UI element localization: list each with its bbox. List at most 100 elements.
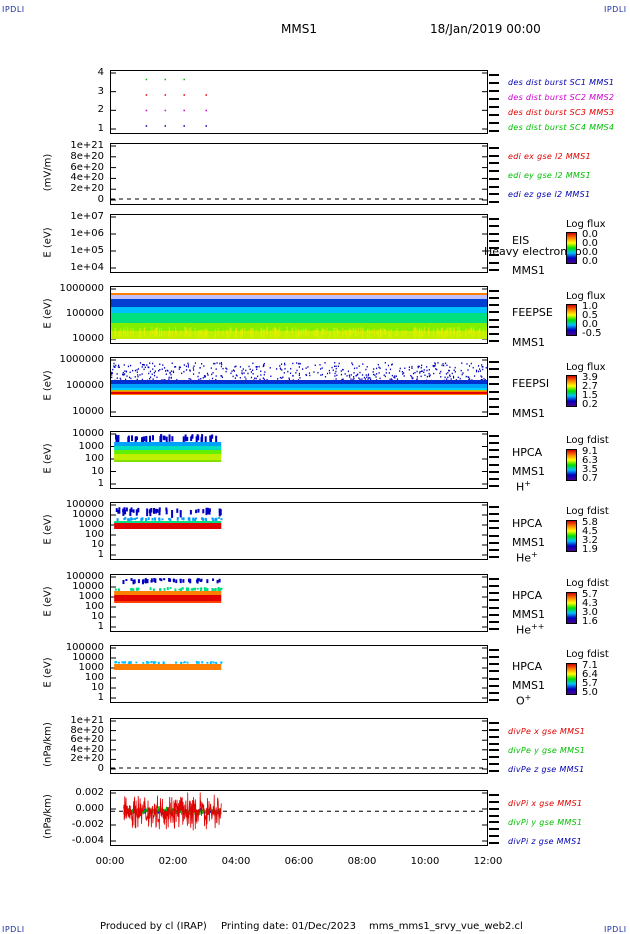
plot-area-burst: [111, 72, 487, 130]
spectrogram-speck: [349, 376, 351, 378]
plot-panel-feepse: [110, 286, 488, 344]
spectrogram-speck: [440, 376, 442, 378]
spectrogram-speck: [299, 362, 301, 365]
spectrogram-speck: [141, 378, 143, 381]
right-axis-tick: [489, 663, 499, 666]
y-axis-label: (nPa/km): [42, 722, 54, 767]
spectrogram-speck: [479, 370, 482, 372]
spectrogram-speck: [356, 367, 358, 369]
spectrogram-speck: [467, 369, 469, 371]
spectrogram-speck: [484, 378, 486, 381]
spectrogram-speck: [128, 376, 131, 379]
right-axis-tick: [489, 770, 499, 772]
spectrogram-speck: [136, 369, 138, 371]
right-axis-tick: [489, 534, 499, 537]
right-axis-tick: [489, 254, 499, 257]
spectrogram-speck: [143, 368, 145, 371]
spectrogram-speck: [416, 376, 418, 378]
right-axis-tick: [489, 794, 499, 796]
spectrogram-band: [111, 390, 487, 391]
spectrogram-speck: [168, 376, 170, 379]
colorbar: [566, 663, 577, 695]
colorbar-title: Log fdist: [566, 578, 609, 589]
x-tick-label: 00:00: [95, 856, 125, 867]
spectrogram-speck: [214, 362, 216, 365]
spectrogram-speck: [449, 375, 451, 378]
colorbar-value: 5.0: [582, 687, 598, 698]
spectrogram-speck: [188, 377, 190, 380]
right-axis-tick: [489, 383, 499, 386]
spectrogram-speck: [243, 372, 245, 374]
spectrogram-speck: [393, 376, 395, 378]
y-tick-label: 1e+05: [70, 245, 104, 256]
spectrogram-speck: [446, 364, 448, 367]
spectrogram-speck: [288, 378, 291, 381]
right-axis-tick: [489, 541, 499, 544]
right-axis-tick: [489, 368, 499, 371]
right-axis-tick: [489, 749, 499, 752]
spectrogram-speck: [137, 374, 139, 376]
y-tick-label: 1e+21: [70, 715, 104, 726]
spectrogram-speck: [233, 370, 236, 372]
spectrogram-patch: [122, 508, 125, 513]
spectrogram-speck: [447, 376, 449, 379]
spectrogram-speck: [122, 371, 124, 374]
plot-panel-hpca_he1: [110, 502, 488, 560]
spectrogram-speck: [174, 366, 176, 368]
spectrogram-patch: [154, 517, 157, 521]
spectrogram-speck: [334, 375, 336, 377]
right-axis-tick: [489, 463, 499, 466]
spectrogram-speck: [421, 364, 423, 367]
y-tick-label: 100: [84, 529, 104, 540]
spectrogram-patch: [183, 661, 186, 664]
plot-area-hpca_h: [111, 433, 487, 485]
legend-entry: divPe y gse MMS1: [508, 746, 586, 755]
spectrogram-patch: [117, 509, 120, 514]
spectrogram-patch: [152, 588, 155, 593]
right-axis-tick: [489, 154, 499, 157]
spectrogram-speck: [200, 378, 202, 380]
spectrogram-patch: [169, 518, 172, 523]
spectrogram-speck: [452, 377, 455, 379]
spectrogram-speck: [230, 372, 232, 375]
burst-point: [164, 78, 167, 81]
spectrogram-patch: [122, 509, 125, 516]
y-tick-label: 1000000: [59, 354, 104, 365]
spectrogram-speck: [368, 377, 370, 379]
spectrogram-patch: [154, 578, 157, 583]
spectrogram-speck: [461, 362, 463, 364]
spectrogram-speck: [358, 377, 360, 379]
footer-printing-date: Printing date: 01/Dec/2023: [221, 921, 357, 932]
plot-area-hpca_o: [111, 647, 487, 699]
y-tick-label: 1e+07: [70, 211, 104, 222]
spectrogram-speck: [420, 366, 422, 369]
spectrogram-speck: [263, 378, 265, 381]
legend-entry: des dist burst SC1 MMS1: [508, 78, 615, 87]
right-axis-tick: [489, 375, 499, 378]
right-axis-tick: [489, 405, 499, 408]
spectrogram-patch: [117, 435, 120, 443]
y-tick-label: 8e+20: [70, 724, 104, 736]
spectrogram-speck: [352, 363, 354, 366]
spectrogram-patch: [158, 517, 161, 521]
y-tick-label: 10000: [72, 652, 104, 663]
y-tick-label: 0: [97, 194, 104, 205]
spectrogram-speck: [394, 377, 396, 379]
spectrogram-speck: [314, 364, 316, 367]
y-tick-label: 2e+20: [70, 183, 104, 195]
spectrogram-speck: [189, 370, 191, 372]
spectrogram-patch: [204, 517, 207, 522]
spectrogram-speck: [361, 374, 364, 376]
spectrogram-patch: [210, 661, 213, 664]
y-tick-label: 100: [84, 601, 104, 612]
spectrogram-speck: [221, 363, 223, 366]
spectrogram-speck: [399, 367, 401, 370]
y-tick-label: 6e+20: [70, 734, 104, 746]
y-tick-label: 1000: [78, 662, 104, 673]
header-spacecraft: MMS1: [281, 22, 317, 36]
spectrogram-speck: [269, 367, 271, 369]
spectrogram-speck: [149, 362, 151, 364]
spectrogram-speck: [144, 366, 146, 369]
spectrogram-speck: [288, 377, 290, 380]
spectrogram-speck: [408, 369, 410, 371]
